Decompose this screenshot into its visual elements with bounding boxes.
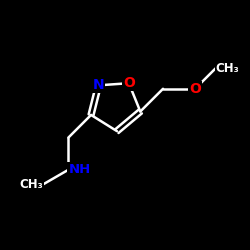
Text: O: O: [123, 76, 135, 90]
Text: O: O: [189, 82, 201, 96]
Text: CH₃: CH₃: [20, 178, 43, 191]
Text: CH₃: CH₃: [216, 62, 239, 75]
Text: NH: NH: [68, 163, 90, 176]
Text: N: N: [92, 78, 104, 92]
